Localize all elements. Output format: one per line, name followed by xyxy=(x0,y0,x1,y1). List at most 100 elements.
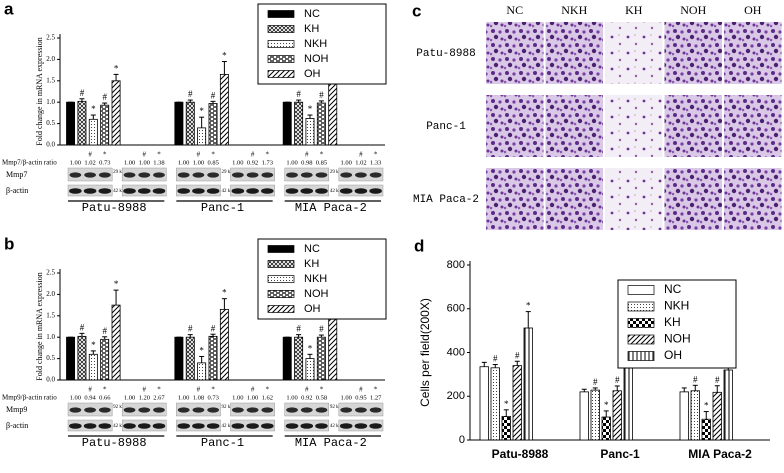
blot-band xyxy=(192,172,205,178)
legend-label: KH xyxy=(664,315,681,329)
micrograph xyxy=(545,22,603,84)
blot-band xyxy=(83,188,97,194)
blot-band xyxy=(315,188,328,194)
ratio-label: Mmp7/β-actin ratio xyxy=(2,159,57,167)
blot-band xyxy=(369,407,382,413)
y-axis-title: Fold change in mRNA expression xyxy=(35,272,44,380)
significance-mark: * xyxy=(222,51,227,61)
significance-mark: * xyxy=(222,288,227,298)
micrograph xyxy=(724,22,782,84)
legend-swatch xyxy=(267,290,295,298)
protein-label: β-actin xyxy=(6,421,28,430)
ratio-value: 1.38 xyxy=(153,159,164,166)
y-tick-label: 200 xyxy=(447,390,465,402)
blot-band xyxy=(315,407,328,413)
legend-label: NC xyxy=(304,8,320,20)
ratio-value: 0.66 xyxy=(99,394,111,401)
ratio-value: 1.00 xyxy=(341,394,352,401)
significance-mark: # xyxy=(211,323,216,333)
panel-label: c xyxy=(412,1,421,20)
blot-band xyxy=(69,423,82,429)
ratio-value: 1.00 xyxy=(193,159,204,166)
legend-swatch xyxy=(627,334,655,345)
ratio-value: 1.27 xyxy=(370,394,382,401)
ratio-value: 1.33 xyxy=(370,159,381,166)
y-tick-label: 1.5 xyxy=(46,311,55,319)
micrograph xyxy=(724,95,782,157)
y-tick-label: 1.5 xyxy=(46,76,55,84)
blot-band xyxy=(177,407,190,413)
blot-band xyxy=(354,188,368,194)
blot-band xyxy=(260,188,274,194)
bar xyxy=(712,391,722,441)
ratio-mark: # xyxy=(143,386,147,394)
ratio-value: 1.73 xyxy=(262,159,273,166)
y-tick-label: 2.0 xyxy=(46,290,55,298)
blot-band xyxy=(355,407,367,413)
x-tick-label: Panc-1 xyxy=(201,436,244,450)
blot-band xyxy=(339,423,353,429)
blot-band xyxy=(192,407,205,413)
ratio-mark: # xyxy=(305,151,309,159)
legend-label: NKH xyxy=(304,273,327,285)
blot-band xyxy=(152,188,166,194)
significance-mark: # xyxy=(80,88,85,98)
blot-band xyxy=(153,172,165,178)
bar xyxy=(66,101,76,146)
legend-swatch xyxy=(627,285,655,295)
legend-swatch xyxy=(267,245,295,253)
y-tick-label: 2.0 xyxy=(46,55,55,63)
blot-band xyxy=(285,188,299,194)
bar xyxy=(590,389,600,441)
significance-mark: * xyxy=(199,346,204,356)
legend-swatch xyxy=(627,318,655,328)
blot-band xyxy=(206,188,220,194)
micrograph xyxy=(545,168,603,230)
bar xyxy=(185,101,195,146)
significance-mark: * xyxy=(114,63,119,73)
legend-label: OH xyxy=(664,348,682,362)
size-label: 42 kDa xyxy=(222,189,237,194)
blot-band xyxy=(69,407,82,413)
blot-band xyxy=(123,407,136,413)
x-tick-label: Panc-1 xyxy=(201,201,244,215)
significance-mark: # xyxy=(188,324,193,334)
x-tick-label: MIA Paca-2 xyxy=(295,201,367,215)
ratio-value: 1.00 xyxy=(286,394,297,401)
legend-label: NC xyxy=(304,243,320,255)
bar xyxy=(185,336,195,381)
legend-label: NKH xyxy=(664,299,689,313)
significance-mark: # xyxy=(615,375,620,385)
bar xyxy=(490,367,500,441)
blot-band xyxy=(177,188,191,194)
y-tick-label: 1.0 xyxy=(46,98,55,106)
bar xyxy=(66,336,76,381)
ratio-value: 1.00 xyxy=(178,159,189,166)
significance-mark: # xyxy=(319,90,324,100)
ratio-value: 1.02 xyxy=(355,159,366,166)
ratio-mark: * xyxy=(374,151,378,159)
ratio-mark: # xyxy=(197,151,201,159)
blot-band xyxy=(137,188,151,194)
legend-swatch xyxy=(267,70,295,78)
significance-mark: # xyxy=(319,324,324,334)
size-label: 42 kDa xyxy=(113,424,128,429)
ratio-value: 0.98 xyxy=(301,159,312,166)
ratio-value: 0.58 xyxy=(316,394,327,401)
x-tick-label: Panc-1 xyxy=(600,447,640,461)
ratio-value: 0.73 xyxy=(207,394,218,401)
significance-mark: * xyxy=(91,104,96,114)
blot-band xyxy=(231,188,245,194)
y-axis-title: Fold change in mRNA expression xyxy=(35,37,44,145)
ratio-value: 1.00 xyxy=(70,159,81,166)
ratio-mark: # xyxy=(197,386,201,394)
micrograph xyxy=(664,22,722,84)
legend-swatch xyxy=(267,305,295,313)
size-label: 29 kDa xyxy=(113,170,128,175)
blot-band xyxy=(123,172,136,178)
blot-band xyxy=(153,407,165,413)
y-tick-label: 0.0 xyxy=(46,376,55,384)
bar xyxy=(197,127,207,146)
